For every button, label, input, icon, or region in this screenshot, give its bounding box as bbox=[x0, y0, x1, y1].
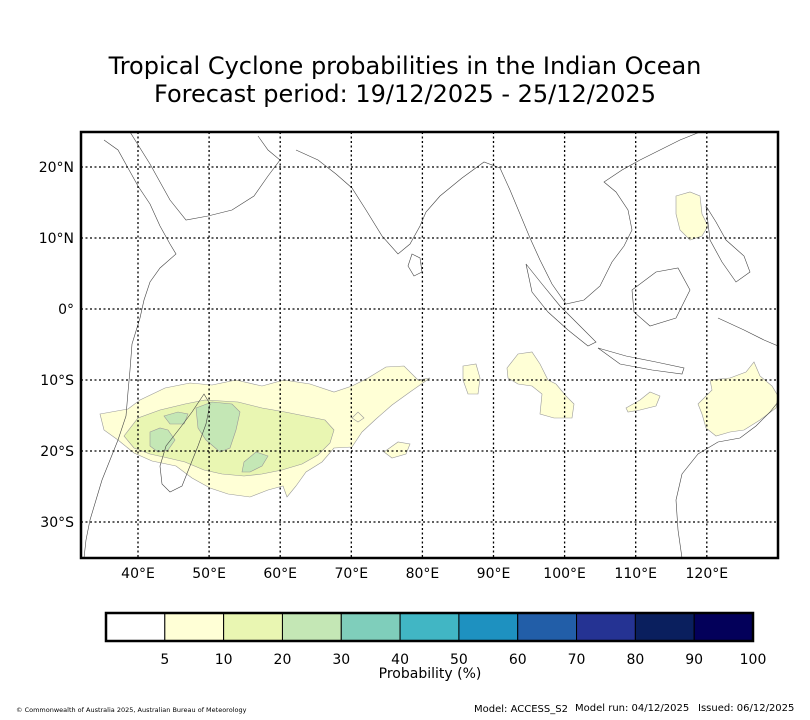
map-area bbox=[83, 132, 778, 558]
colorbar-swatch bbox=[223, 612, 283, 642]
zone-20-mozambique-channel bbox=[149, 427, 176, 453]
gridlines bbox=[81, 132, 778, 558]
coastline-sumatra bbox=[525, 263, 597, 347]
colorbar-swatch bbox=[164, 612, 225, 642]
latitude-tick-label: 20°N bbox=[39, 160, 74, 176]
coastline-southeast-asia bbox=[519, 132, 701, 305]
latitude-tick-label: 10°N bbox=[39, 231, 74, 247]
latitude-tick-label: 10°S bbox=[40, 373, 74, 389]
longitude-tick-label: 60°E bbox=[263, 566, 297, 582]
colorbar bbox=[104, 611, 755, 643]
coastline-borneo bbox=[631, 267, 691, 327]
colorbar-ticks: 5 10 20 30 40 50 60 70 80 90 100 bbox=[160, 652, 766, 668]
zone-5-central-ocean-a bbox=[462, 363, 481, 395]
longitude-tick-label: 100°E bbox=[543, 566, 586, 582]
colorbar-swatch bbox=[693, 612, 754, 642]
longitude-tick-label: 110°E bbox=[614, 566, 657, 582]
longitude-tick-label: 50°E bbox=[192, 566, 226, 582]
colorbar-tick-label: 10 bbox=[215, 652, 233, 668]
colorbar-tick-label: 5 bbox=[160, 652, 169, 668]
map-frame bbox=[79, 130, 780, 560]
coastline-new-guinea bbox=[717, 317, 778, 347]
colorbar-tick-label: 100 bbox=[740, 652, 767, 668]
colorbar-tick-label: 30 bbox=[332, 652, 350, 668]
colorbar-swatch bbox=[517, 612, 578, 642]
zone-5-philippine-sea bbox=[675, 191, 709, 241]
coastline-australia bbox=[675, 401, 778, 558]
chart-title-line-1: Tropical Cyclone probabilities in the In… bbox=[108, 52, 702, 80]
zone-5-timor-sea bbox=[625, 391, 661, 413]
coastline-java bbox=[597, 347, 685, 375]
longitude-tick-label: 120°E bbox=[686, 566, 729, 582]
coastline-madagascar bbox=[159, 393, 211, 493]
colorbar-tick-label: 40 bbox=[391, 652, 409, 668]
zone-20-south bbox=[241, 451, 269, 473]
colorbar-frame bbox=[104, 611, 755, 643]
colorbar-swatch bbox=[340, 612, 401, 642]
longitude-tick-label: 90°E bbox=[477, 566, 511, 582]
zone-20-east-madagascar bbox=[195, 401, 241, 453]
zone-5-small-patch bbox=[351, 411, 365, 423]
zone-5-near-sri-lanka bbox=[383, 441, 411, 459]
latitude-tick-label: 30°S bbox=[40, 515, 74, 531]
colorbar-tick-label: 70 bbox=[568, 652, 586, 668]
zone-5-central-ocean-b bbox=[506, 351, 575, 419]
coastline-arabia bbox=[129, 132, 281, 221]
colorbar-tick-label: 20 bbox=[274, 652, 292, 668]
coastlines bbox=[83, 132, 778, 558]
latitude-tick-label: 0° bbox=[58, 302, 74, 318]
longitude-tick-label: 80°E bbox=[406, 566, 440, 582]
latitude-tick-label: 20°S bbox=[40, 444, 74, 460]
colorbar-tick-label: 90 bbox=[685, 652, 703, 668]
colorbar-swatch bbox=[399, 612, 460, 642]
longitude-labels: 40°E 50°E 60°E 70°E 80°E 90°E 100°E 110°E 120°E bbox=[121, 566, 728, 582]
zone-20-north-channel bbox=[163, 411, 189, 425]
coastline-india bbox=[295, 149, 521, 255]
longitude-tick-label: 40°E bbox=[121, 566, 155, 582]
copyright-notice: © Commonwealth of Australia 2025, Austra… bbox=[16, 706, 247, 714]
colorbar-swatch bbox=[576, 612, 636, 642]
longitude-tick-label: 70°E bbox=[334, 566, 368, 582]
colorbar-label: Probability (%) bbox=[379, 666, 482, 682]
colorbar-tick-label: 80 bbox=[626, 652, 644, 668]
coastline-africa bbox=[83, 139, 177, 558]
colorbar-swatch bbox=[281, 612, 342, 642]
latitude-labels: 20°N 10°N 0° 10°S 20°S 30°S bbox=[39, 160, 74, 531]
colorbar-swatch bbox=[634, 612, 695, 642]
colorbar-tick-label: 60 bbox=[509, 652, 527, 668]
issued-date: Issued: 06/12/2025 bbox=[698, 703, 795, 714]
chart-title-line-2: Forecast period: 19/12/2025 - 25/12/2025 bbox=[154, 80, 656, 108]
zone-5-north-australia bbox=[697, 361, 778, 437]
colorbar-swatch bbox=[458, 612, 519, 642]
model-name: Model: ACCESS_S2 bbox=[474, 704, 568, 715]
model-run-date: Model run: 04/12/2025 bbox=[575, 703, 690, 714]
coastline-philippines bbox=[705, 205, 751, 283]
colorbar-tick-label: 50 bbox=[450, 652, 468, 668]
coastline-sri-lanka bbox=[407, 253, 423, 277]
colorbar-swatch bbox=[105, 612, 166, 642]
